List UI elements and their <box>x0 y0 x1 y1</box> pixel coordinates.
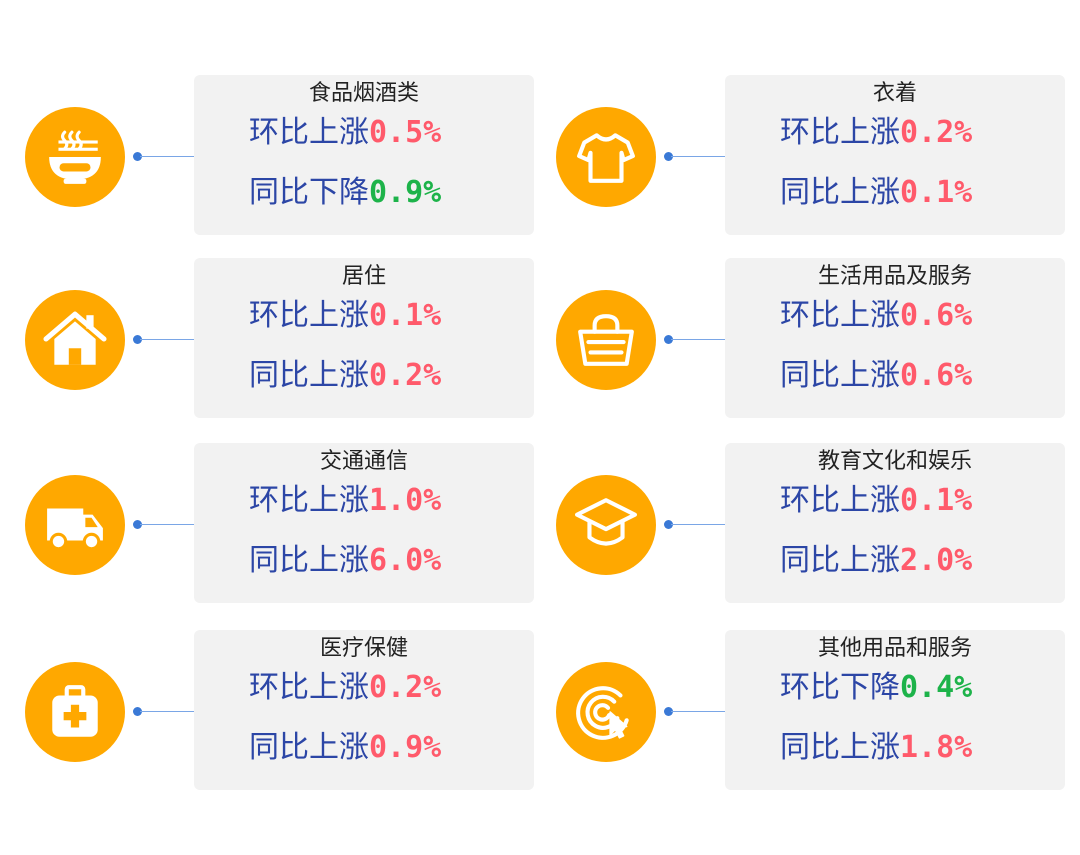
yoy-row: 同比上涨0.2% <box>249 356 441 400</box>
category-healthcare: 医疗保健 环比上涨0.2% 同比上涨0.9% <box>0 630 540 810</box>
yoy-value: 0.1% <box>900 175 973 210</box>
connector-dot <box>133 152 142 161</box>
connector-dot <box>133 335 142 344</box>
yoy-row: 同比下降0.9% <box>249 173 441 217</box>
mom-value: 0.1% <box>900 483 973 518</box>
connector-line <box>140 156 194 157</box>
yoy-value: 2.0% <box>900 543 973 578</box>
category-title: 生活用品及服务 <box>817 264 972 289</box>
house-icon <box>25 290 125 390</box>
mom-label: 环比上涨 <box>249 298 369 333</box>
yoy-value: 0.6% <box>900 358 973 393</box>
yoy-label: 同比下降 <box>249 175 369 210</box>
mom-label: 环比上涨 <box>249 483 369 518</box>
connector-dot <box>664 707 673 716</box>
first-aid-kit-icon <box>25 662 125 762</box>
category-card: 食品烟酒类 环比上涨0.5% 同比下降0.9% <box>194 75 534 235</box>
mom-value: 0.1% <box>369 298 442 333</box>
connector-dot <box>664 152 673 161</box>
mom-value: 0.4% <box>900 670 973 705</box>
connector-line <box>140 339 194 340</box>
category-card: 衣着 环比上涨0.2% 同比上涨0.1% <box>725 75 1065 235</box>
connector-line <box>140 711 194 712</box>
category-household-goods-services: 生活用品及服务 环比上涨0.6% 同比上涨0.6% <box>531 258 1071 438</box>
category-other-goods-services: 其他用品和服务 环比下降0.4% 同比上涨1.8% <box>531 630 1071 810</box>
category-housing: 居住 环比上涨0.1% 同比上涨0.2% <box>0 258 540 438</box>
connector-line <box>671 711 725 712</box>
mom-label: 环比下降 <box>780 670 900 705</box>
yoy-label: 同比上涨 <box>249 543 369 578</box>
yoy-label: 同比上涨 <box>249 358 369 393</box>
yoy-value: 0.9% <box>369 175 442 210</box>
category-title: 教育文化和娱乐 <box>817 449 972 474</box>
category-transport-communication: 交通通信 环比上涨1.0% 同比上涨6.0% <box>0 443 540 623</box>
graduation-cap-icon <box>556 475 656 575</box>
connector-line <box>671 156 725 157</box>
category-title: 衣着 <box>872 81 917 106</box>
yoy-row: 同比上涨2.0% <box>780 541 972 585</box>
yoy-row: 同比上涨0.9% <box>249 728 441 772</box>
basket-icon <box>556 290 656 390</box>
yoy-value: 6.0% <box>369 543 442 578</box>
mom-label: 环比上涨 <box>780 483 900 518</box>
noodle-bowl-icon <box>25 107 125 207</box>
yoy-label: 同比上涨 <box>780 175 900 210</box>
category-title: 交通通信 <box>319 449 408 474</box>
mom-value: 0.6% <box>900 298 973 333</box>
yoy-label: 同比上涨 <box>249 730 369 765</box>
mom-value: 0.2% <box>900 115 973 150</box>
mom-row: 环比上涨1.0% <box>249 481 441 525</box>
connector-dot <box>664 335 673 344</box>
target-cursor-icon <box>556 662 656 762</box>
category-title: 食品烟酒类 <box>308 81 419 106</box>
yoy-label: 同比上涨 <box>780 358 900 393</box>
mom-value: 1.0% <box>369 483 442 518</box>
category-card: 交通通信 环比上涨1.0% 同比上涨6.0% <box>194 443 534 603</box>
yoy-label: 同比上涨 <box>780 730 900 765</box>
connector-dot <box>664 520 673 529</box>
yoy-label: 同比上涨 <box>780 543 900 578</box>
category-clothing: 衣着 环比上涨0.2% 同比上涨0.1% <box>531 75 1071 255</box>
yoy-value: 1.8% <box>900 730 973 765</box>
connector-dot <box>133 520 142 529</box>
mom-label: 环比上涨 <box>780 298 900 333</box>
van-icon <box>25 475 125 575</box>
connector-line <box>671 339 725 340</box>
mom-row: 环比上涨0.5% <box>249 113 441 157</box>
mom-row: 环比上涨0.6% <box>780 296 972 340</box>
yoy-value: 0.9% <box>369 730 442 765</box>
category-title: 其他用品和服务 <box>817 636 972 661</box>
category-title: 居住 <box>341 264 386 289</box>
yoy-row: 同比上涨0.6% <box>780 356 972 400</box>
yoy-row: 同比上涨6.0% <box>249 541 441 585</box>
mom-label: 环比上涨 <box>249 670 369 705</box>
mom-row: 环比上涨0.2% <box>780 113 972 157</box>
mom-row: 环比下降0.4% <box>780 668 972 712</box>
category-card: 医疗保健 环比上涨0.2% 同比上涨0.9% <box>194 630 534 790</box>
mom-row: 环比上涨0.1% <box>780 481 972 525</box>
mom-label: 环比上涨 <box>780 115 900 150</box>
connector-dot <box>133 707 142 716</box>
mom-value: 0.5% <box>369 115 442 150</box>
mom-row: 环比上涨0.1% <box>249 296 441 340</box>
category-food-tobacco-alcohol: 食品烟酒类 环比上涨0.5% 同比下降0.9% <box>0 75 540 255</box>
category-education-culture-entertainment: 教育文化和娱乐 环比上涨0.1% 同比上涨2.0% <box>531 443 1071 623</box>
yoy-row: 同比上涨1.8% <box>780 728 972 772</box>
connector-line <box>140 524 194 525</box>
category-card: 居住 环比上涨0.1% 同比上涨0.2% <box>194 258 534 418</box>
category-card: 教育文化和娱乐 环比上涨0.1% 同比上涨2.0% <box>725 443 1065 603</box>
mom-label: 环比上涨 <box>249 115 369 150</box>
category-title: 医疗保健 <box>319 636 408 661</box>
mom-row: 环比上涨0.2% <box>249 668 441 712</box>
mom-value: 0.2% <box>369 670 442 705</box>
category-card: 生活用品及服务 环比上涨0.6% 同比上涨0.6% <box>725 258 1065 418</box>
category-card: 其他用品和服务 环比下降0.4% 同比上涨1.8% <box>725 630 1065 790</box>
yoy-value: 0.2% <box>369 358 442 393</box>
t-shirt-icon <box>556 107 656 207</box>
yoy-row: 同比上涨0.1% <box>780 173 972 217</box>
connector-line <box>671 524 725 525</box>
